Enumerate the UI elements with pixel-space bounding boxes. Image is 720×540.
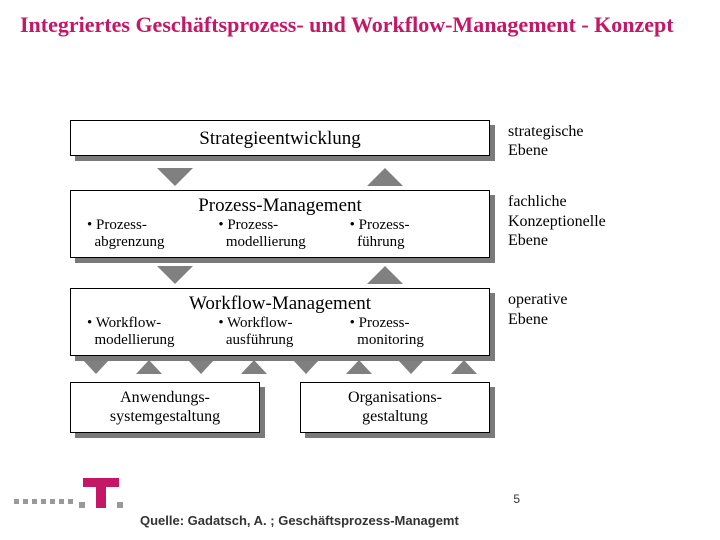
process-mgmt-title: Prozess-Management	[79, 195, 481, 217]
strategy-box: Strategieentwicklung	[70, 120, 490, 156]
level-3-row: Workflow-Management • Workflow- modellie…	[70, 288, 690, 356]
arrows-1-2	[70, 164, 490, 190]
slide-title: Integriertes Geschäftsprozess- und Workf…	[0, 0, 720, 38]
level-1-label: strategische Ebene	[508, 120, 584, 160]
app-system-box: Anwendungs- systemgestaltung	[70, 382, 260, 433]
diagram: Strategieentwicklung strategische Ebene …	[70, 120, 690, 437]
org-design-box: Organisations- gestaltung	[300, 382, 490, 433]
workflow-col-3: • Prozess- monitoring	[346, 315, 477, 349]
level-2-label: fachliche Konzeptionelle Ebene	[508, 190, 606, 250]
telekom-logo-icon	[14, 478, 121, 508]
source-citation: Quelle: Gadatsch, A. ; Geschäftsprozess-…	[140, 513, 459, 528]
level-2-row: Prozess-Management • Prozess- abgrenzung…	[70, 190, 690, 258]
workflow-col-1: • Workflow- modellierung	[83, 315, 214, 349]
level-1-row: Strategieentwicklung strategische Ebene	[70, 120, 690, 160]
workflow-mgmt-title: Workflow-Management	[79, 293, 481, 315]
process-col-3: • Prozess- führung	[346, 217, 477, 251]
workflow-mgmt-box: Workflow-Management • Workflow- modellie…	[70, 288, 490, 356]
arrows-2-3	[70, 262, 490, 288]
strategy-box-text: Strategieentwicklung	[70, 120, 490, 156]
process-col-1: • Prozess- abgrenzung	[83, 217, 214, 251]
bottom-row: Anwendungs- systemgestaltung Organisatio…	[70, 382, 690, 433]
process-mgmt-box: Prozess-Management • Prozess- abgrenzung…	[70, 190, 490, 258]
process-col-2: • Prozess- modellierung	[214, 217, 345, 251]
page-number: 5	[513, 492, 520, 506]
arrows-3-4	[70, 360, 490, 382]
workflow-col-2: • Workflow- ausführung	[214, 315, 345, 349]
level-3-label: operative Ebene	[508, 288, 568, 328]
